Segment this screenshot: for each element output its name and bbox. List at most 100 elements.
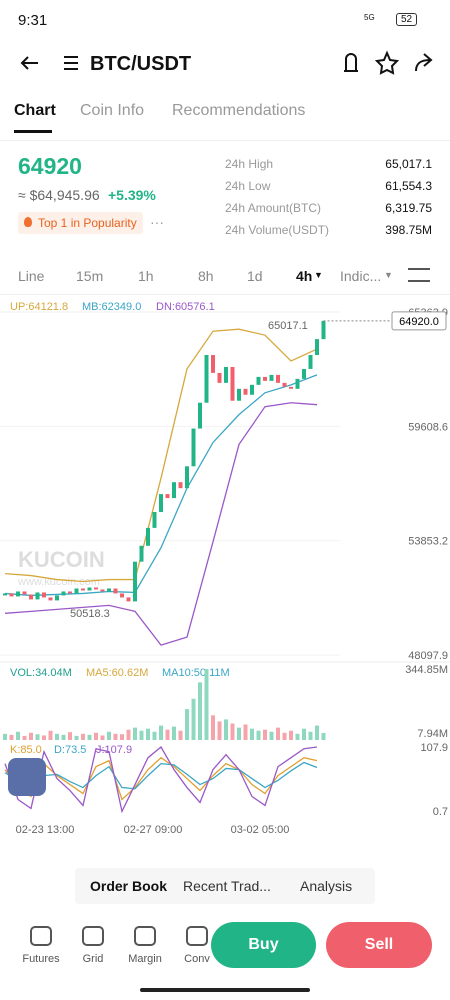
- clock: 9:31: [18, 12, 48, 29]
- buy-button[interactable]: Buy: [211, 922, 316, 968]
- y-tick-label: 48097.9: [408, 650, 448, 662]
- candle: [230, 366, 235, 401]
- candle: [204, 355, 209, 403]
- indicator-label: MB:62349.0: [82, 301, 141, 313]
- high-label: 65017.1: [268, 320, 308, 332]
- candle: [133, 561, 137, 602]
- timeframe[interactable]: 4h: [296, 268, 313, 284]
- last-price: 64920: [18, 153, 82, 179]
- nav-label[interactable]: Margin: [128, 953, 162, 965]
- last-price-box: [391, 311, 447, 331]
- tab[interactable]: Recommendations: [172, 102, 306, 119]
- nav-icon[interactable]: [134, 926, 156, 946]
- volume-bar: [126, 729, 131, 740]
- timeframe[interactable]: Indic...: [340, 268, 382, 284]
- candle: [198, 402, 202, 429]
- change: +5.39%: [108, 187, 156, 203]
- floating-icon[interactable]: [8, 758, 46, 796]
- volume-bar: [74, 735, 79, 740]
- volume-bar: [100, 735, 105, 740]
- candle: [42, 592, 46, 598]
- nav-icon[interactable]: [82, 926, 104, 946]
- x-tick-label: 02-23 13:00: [16, 824, 75, 836]
- tab-underline: [14, 130, 52, 133]
- volume-bar: [224, 719, 228, 740]
- volume-bar: [315, 725, 319, 740]
- nav-label[interactable]: Grid: [82, 953, 104, 965]
- volume-bar: [230, 723, 235, 740]
- timeframe[interactable]: 15m: [76, 268, 104, 284]
- band-line: [4, 328, 318, 583]
- timeframe[interactable]: 8h: [198, 268, 214, 284]
- timeframe[interactable]: 1d: [247, 268, 263, 284]
- y-tick-label: 53853.2: [408, 536, 448, 548]
- stat-label: 24h Low: [225, 179, 271, 193]
- candle: [217, 372, 222, 383]
- candle: [152, 511, 157, 528]
- volume-bar: [269, 731, 274, 740]
- nav-icon[interactable]: [186, 926, 208, 946]
- nav-label[interactable]: Futures: [22, 953, 60, 965]
- volume-bar: [198, 682, 202, 740]
- stat-label: 24h Amount(BTC): [225, 201, 322, 215]
- candle: [139, 545, 144, 562]
- volume-bar: [3, 733, 7, 740]
- candle: [126, 597, 131, 602]
- more[interactable]: ···: [150, 214, 164, 230]
- indicator-label: DN:60576.1: [156, 301, 215, 313]
- volume-bar: [263, 729, 267, 740]
- volume-label: MA10:50.11M: [162, 667, 230, 679]
- subtab[interactable]: Order Book: [90, 878, 168, 894]
- chart: KUCOINwww.kucoin.com65363.959608.653853.…: [0, 301, 450, 836]
- volume-bar: [152, 731, 157, 740]
- watermark: KUCOIN: [18, 547, 105, 572]
- subtab[interactable]: Recent Trad...: [183, 878, 271, 894]
- candle: [9, 593, 14, 597]
- tab[interactable]: Chart: [14, 102, 56, 119]
- y-tick-label: 59608.6: [408, 421, 448, 433]
- subtab[interactable]: Analysis: [300, 878, 353, 894]
- volume-bar: [133, 727, 137, 740]
- volume-bar: [178, 730, 183, 740]
- candle: [185, 466, 189, 489]
- volume-bar: [185, 709, 189, 740]
- tab[interactable]: Coin Info: [80, 102, 145, 119]
- candle: [308, 355, 313, 369]
- candle: [22, 591, 27, 595]
- volume-bar: [81, 733, 85, 740]
- candle: [263, 376, 267, 381]
- candle: [224, 366, 228, 383]
- network: 5G: [364, 13, 375, 22]
- share-icon[interactable]: [415, 53, 433, 72]
- timeframe[interactable]: Line: [18, 268, 45, 284]
- volume-bar: [217, 721, 222, 740]
- back-icon[interactable]: [20, 56, 38, 70]
- candle: [191, 428, 196, 467]
- low-label: 50518.3: [70, 608, 110, 620]
- timeframe[interactable]: 1h: [138, 268, 154, 284]
- volume-label: VOL:34.04M: [10, 667, 72, 679]
- band-line: [4, 402, 318, 646]
- menu-icon[interactable]: [64, 56, 78, 70]
- header-icons: [20, 50, 433, 75]
- star-icon[interactable]: [374, 50, 400, 75]
- volume-bar: [35, 734, 40, 740]
- band-line: [4, 374, 318, 597]
- badge[interactable]: Top 1 in Popularity: [18, 212, 143, 234]
- nav-label[interactable]: Conv: [184, 953, 210, 965]
- nav-icon[interactable]: [30, 926, 52, 946]
- candle: [321, 320, 326, 340]
- volume-bar: [146, 728, 150, 740]
- volume-bar: [191, 698, 196, 740]
- volume-bar: [113, 733, 118, 740]
- alert-icon[interactable]: [344, 53, 358, 72]
- volume-bar: [16, 731, 20, 740]
- settings-icon[interactable]: [408, 268, 430, 282]
- indicator-label: UP:64121.8: [10, 301, 68, 313]
- candle: [282, 382, 287, 387]
- sell-button[interactable]: Sell: [326, 922, 432, 968]
- volume-bar: [55, 733, 59, 740]
- volume-bar: [29, 732, 33, 740]
- kdj-line: [4, 746, 318, 814]
